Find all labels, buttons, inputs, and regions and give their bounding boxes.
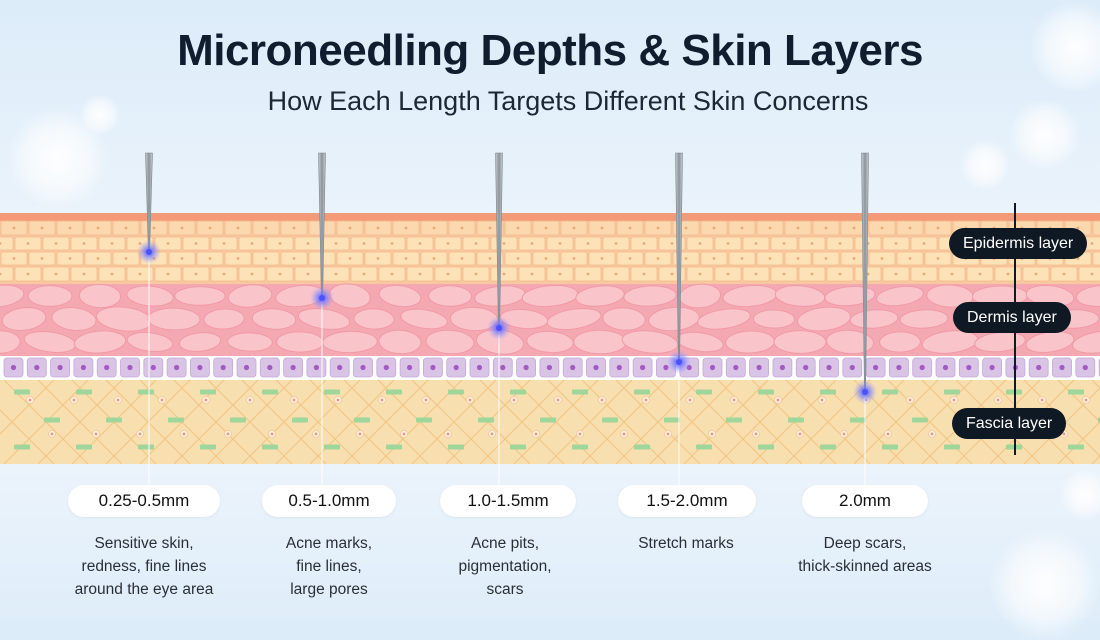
dermis-layer [0,283,1100,356]
depth-pill-3: 1.0-1.5mm [440,485,576,517]
depth-guide-lines [148,252,866,485]
needle-3 [487,152,511,340]
depth-pill-5: 2.0mm [802,485,928,517]
concern-text-4: Stretch marks [638,535,734,552]
concern-text-2: Acne marks, fine lines, large pores [285,535,373,598]
epidermis-layer [0,213,1100,285]
dermis-label: Dermis layer [953,302,1071,333]
concern-text-3: Acne pits, pigmentation, scars [458,535,552,598]
depth-pill-1: 0.25-0.5mm [68,485,220,517]
skin-layers-diagram [0,152,1100,485]
needle-4 [667,152,691,374]
needle-2 [310,152,334,310]
epidermis-label: Epidermis layer [949,228,1088,259]
depth-pill-2: 0.5-1.0mm [262,485,396,517]
concern-text-5: Deep scars, thick-skinned areas [798,535,932,575]
fascia-label: Fascia layer [952,408,1067,439]
page-subtitle: How Each Length Targets Different Skin C… [267,86,869,116]
needle-1 [137,152,161,264]
basement-membrane-layer [0,356,1100,380]
needle-5 [853,152,877,404]
concern-text-1: Sensitive skin, redness, fine lines around… [74,535,214,598]
fascia-layer [0,379,1100,465]
depth-pill-4: 1.5-2.0mm [618,485,756,517]
needles [137,152,877,404]
page-title: Microneedling Depths & Skin Layers [177,26,923,75]
